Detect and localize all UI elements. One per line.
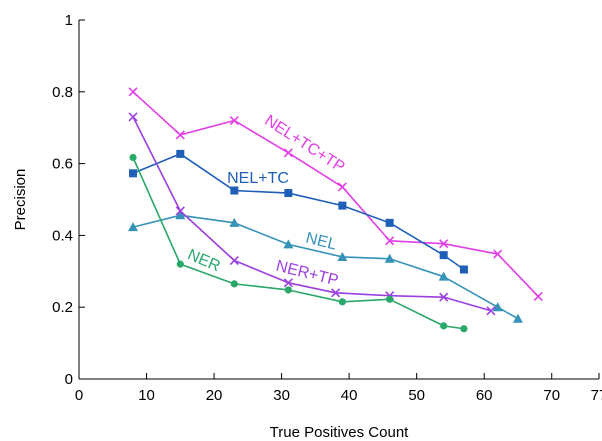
data-point: [230, 186, 239, 195]
data-point: [283, 148, 293, 158]
data-point: [439, 239, 449, 249]
x-tick-label: 70: [543, 387, 560, 404]
data-point: [385, 218, 394, 227]
data-point: [486, 306, 496, 316]
data-point: [128, 112, 138, 122]
y-tick-label: 0.2: [52, 299, 73, 316]
y-tick-label: 1: [65, 12, 73, 29]
y-tick-label: 0.8: [52, 84, 73, 101]
x-tick-label: 30: [273, 387, 290, 404]
data-point: [284, 286, 292, 294]
data-point: [283, 278, 293, 288]
x-tick-label: 40: [341, 387, 358, 404]
data-point: [128, 222, 139, 232]
data-point: [331, 288, 341, 298]
data-point: [439, 292, 449, 302]
series-line: [132, 116, 492, 312]
data-point: [176, 149, 185, 158]
data-point: [460, 325, 468, 333]
data-point: [175, 130, 185, 140]
x-tick-label: 50: [408, 387, 425, 404]
data-point: [384, 253, 395, 263]
series-label: NER+TP: [274, 258, 340, 290]
x-axis-title: True Positives Count: [270, 424, 410, 441]
series-label: NEL+TC: [227, 170, 289, 187]
data-point: [230, 280, 238, 288]
data-point: [337, 182, 347, 192]
data-point: [459, 265, 468, 274]
series-line: [132, 153, 465, 271]
y-tick-label: 0.4: [52, 227, 73, 244]
y-tick-label: 0.6: [52, 156, 73, 173]
data-point: [338, 201, 347, 210]
data-point: [229, 217, 240, 227]
x-tick-label: 77: [591, 387, 602, 404]
data-point: [176, 260, 184, 268]
data-point: [229, 115, 239, 126]
data-point: [337, 251, 348, 261]
data-point: [338, 298, 346, 306]
data-point: [128, 87, 138, 97]
y-tick-label: 0: [65, 371, 73, 388]
series-label: NER: [185, 246, 223, 275]
series-label: NEL: [304, 230, 338, 254]
data-point: [129, 153, 137, 162]
data-point: [283, 239, 294, 249]
data-point: [492, 302, 503, 312]
x-tick-label: 60: [476, 387, 493, 404]
data-point: [175, 206, 185, 216]
x-tick-label: 20: [206, 387, 223, 404]
data-point: [284, 189, 293, 198]
x-tick-label: 0: [75, 387, 83, 404]
series-ner: NER: [129, 153, 468, 333]
data-point: [385, 236, 395, 246]
data-point: [129, 169, 138, 178]
data-point: [493, 249, 503, 259]
series-line: [132, 157, 465, 330]
x-tick-label: 10: [138, 387, 155, 404]
y-axis-title: Precision: [12, 169, 29, 231]
data-point: [386, 295, 394, 303]
data-point: [512, 313, 523, 323]
data-point: [439, 251, 448, 260]
axes: 0 10 20 30 40 50 60 70 77 0 0.2 0.4 0.6 0.8 1: [52, 12, 602, 404]
data-point: [229, 255, 239, 266]
series-nel-plus-tc: NEL+TC: [129, 149, 468, 274]
data-point: [175, 210, 186, 220]
data-point: [438, 271, 449, 281]
data-point: [533, 291, 543, 301]
data-point: [440, 322, 448, 330]
